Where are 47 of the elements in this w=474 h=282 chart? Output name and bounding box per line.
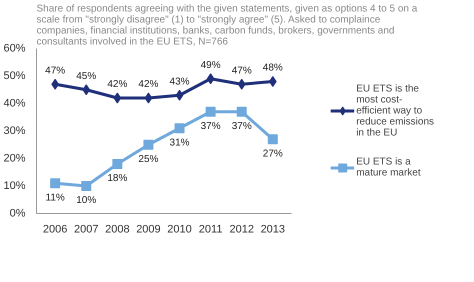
y-tick-label: 30%	[3, 125, 26, 137]
x-tick-label: 2011	[198, 224, 222, 236]
y-tick-label: 0%	[10, 208, 26, 220]
point	[236, 106, 247, 117]
data-label: 27%	[262, 148, 283, 160]
point	[114, 92, 122, 104]
x-tick-label: 2013	[260, 224, 286, 236]
point	[50, 178, 60, 188]
data-label: 43%	[170, 76, 190, 88]
point	[206, 106, 216, 117]
point	[144, 92, 152, 104]
data-label: 10%	[76, 195, 96, 206]
y-tick-label: 20%	[3, 152, 26, 164]
data-label: 42%	[107, 79, 128, 90]
x-tick-label: 2008	[105, 224, 130, 236]
x-tick-label: 2012	[229, 224, 254, 236]
data-label: 37%	[200, 120, 221, 132]
legend-label: EU ETS is the most cost-efficient way to reduce emissions in the EU	[356, 83, 434, 138]
point	[268, 134, 278, 144]
data-label: 47%	[232, 65, 252, 76]
chart-subtitle: Share of respondents agreeing with the given statements, given as options 4 to 5 on a scale from "strongly disagree" (1) to "strongly agree" (5). Asked to complaince companies, financial institutions, banks, carbon funds, brokers, governments and consultants involved in the EU ETS, N=766	[36, 4, 418, 48]
data-label: 11%	[46, 192, 65, 204]
x-tick-label: 2007	[74, 224, 98, 236]
x-tick-label: 2010	[167, 224, 192, 236]
data-label: 42%	[138, 79, 159, 90]
point	[81, 181, 92, 191]
y-tick-label: 40%	[3, 98, 26, 110]
data-label: 45%	[76, 70, 96, 82]
legend-label: EU ETS is a mature market	[356, 156, 421, 178]
point	[174, 123, 185, 134]
data-label: 18%	[107, 173, 128, 184]
point	[238, 78, 246, 90]
point	[268, 76, 277, 87]
point	[82, 84, 90, 96]
data-label: 25%	[138, 154, 159, 165]
data-label: 49%	[200, 60, 221, 71]
data-label: 48%	[262, 62, 283, 74]
x-tick-label: 2006	[42, 224, 68, 236]
data-label: 31%	[170, 137, 190, 148]
y-tick-label: 10%	[3, 180, 26, 192]
y-tick-label: 50%	[3, 70, 26, 82]
y-tick-label: 60%	[3, 42, 26, 54]
data-label: 47%	[45, 65, 66, 76]
point	[143, 140, 154, 150]
x-tick-label: 2009	[136, 224, 161, 236]
point	[112, 159, 122, 169]
data-label: 37%	[232, 120, 252, 132]
